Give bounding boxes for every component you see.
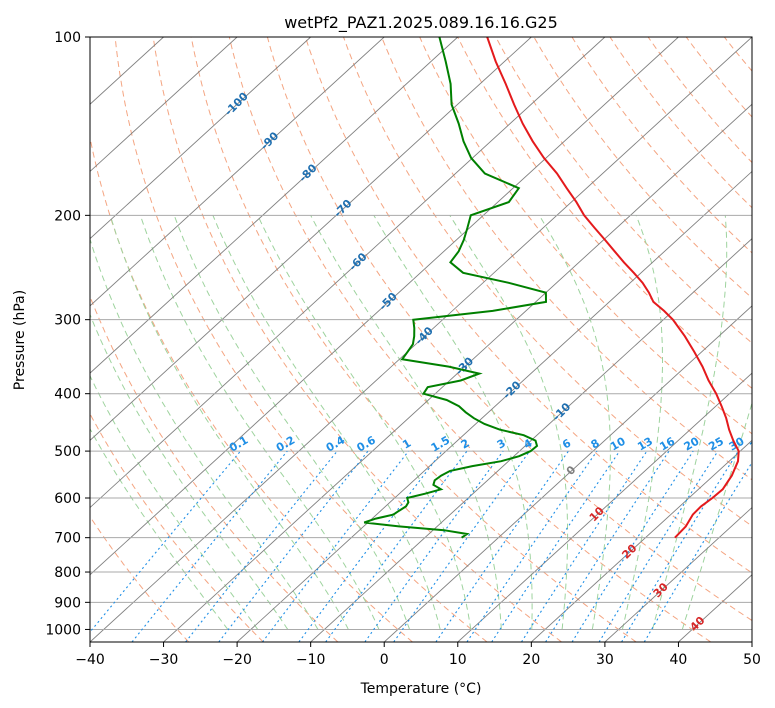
isotherm-line bbox=[163, 103, 752, 642]
isotherm-line bbox=[310, 238, 752, 642]
dry-adiabat-line bbox=[90, 135, 413, 642]
mixing-ratio-line bbox=[521, 450, 648, 642]
y-tick-label: 800 bbox=[54, 565, 81, 581]
x-axis-label: Temperature (°C) bbox=[360, 681, 482, 697]
isotherm-line bbox=[236, 170, 752, 642]
dry-adiabat-line bbox=[381, 37, 752, 481]
dry-adiabat-line bbox=[304, 37, 752, 574]
isotherm-line bbox=[383, 305, 752, 642]
y-tick-label: 400 bbox=[54, 387, 81, 403]
dry-adiabat-line bbox=[190, 37, 637, 642]
dry-adiabat-line bbox=[152, 37, 562, 642]
dry-adiabat-line bbox=[343, 37, 752, 527]
x-tick-label: −20 bbox=[222, 652, 252, 668]
mixing-ratio-line bbox=[545, 450, 670, 642]
dry-adiabat-line bbox=[533, 37, 752, 299]
y-tick-label: 900 bbox=[54, 595, 81, 611]
dry-adiabat-line bbox=[114, 37, 488, 642]
x-tick-label: 40 bbox=[670, 652, 688, 668]
mixing-ratio-label: 36 bbox=[747, 434, 767, 453]
mixing-ratio-line bbox=[262, 450, 409, 642]
x-tick-label: 10 bbox=[449, 652, 467, 668]
dry-adiabat-line bbox=[90, 412, 264, 642]
y-tick-label: 700 bbox=[54, 531, 81, 547]
mixing-ratio-line bbox=[598, 450, 719, 642]
x-tick-label: −10 bbox=[296, 652, 326, 668]
y-tick-label: 600 bbox=[54, 491, 81, 507]
isotherm-line bbox=[90, 37, 459, 374]
moist-adiabat-line bbox=[173, 215, 411, 630]
moist-adiabat-line bbox=[109, 215, 349, 630]
isotherm-line bbox=[531, 439, 752, 642]
y-tick-label: 1000 bbox=[45, 622, 81, 638]
mixing-ratio-line bbox=[364, 450, 504, 642]
x-tick-label: 20 bbox=[522, 652, 540, 668]
isotherm-line bbox=[90, 37, 606, 509]
x-tick-label: 0 bbox=[380, 652, 389, 668]
y-tick-label: 500 bbox=[54, 444, 81, 460]
mixing-ratio-line bbox=[131, 450, 288, 642]
chart-title: wetPf2_PAZ1.2025.089.16.16.G25 bbox=[284, 13, 558, 33]
plot-frame bbox=[89, 36, 753, 643]
isotherm-line bbox=[90, 37, 679, 576]
y-axis-label: Pressure (hPa) bbox=[12, 290, 28, 390]
mixing-ratio-line bbox=[621, 450, 739, 642]
mixing-ratio-line bbox=[325, 450, 468, 642]
grid-layer bbox=[90, 37, 752, 642]
ticks-layer: −40 −30 −20 −10 0 10 20 30 40 50 100 200 300 400 500 60… bbox=[45, 30, 761, 668]
y-tick-label: 100 bbox=[54, 30, 81, 46]
y-tick-label: 200 bbox=[54, 208, 81, 224]
isotherm-line bbox=[90, 37, 311, 240]
x-tick-label: −40 bbox=[75, 652, 105, 668]
mixing-ratio-line bbox=[90, 450, 241, 633]
isotherm-line bbox=[457, 372, 752, 642]
dry-adiabat-line bbox=[495, 37, 752, 344]
dewpoint-profile-line bbox=[363, 37, 548, 539]
mixing-ratio-line bbox=[393, 450, 531, 642]
dry-adiabat-line bbox=[90, 515, 190, 642]
isotherm-line bbox=[90, 37, 385, 307]
dry-adiabat-line bbox=[228, 37, 712, 642]
x-tick-label: 30 bbox=[596, 652, 614, 668]
x-tick-label: −30 bbox=[149, 652, 179, 668]
isotherm-line bbox=[90, 37, 238, 173]
isotherm-line bbox=[90, 37, 532, 441]
dry-adiabat-line bbox=[266, 37, 752, 622]
temperature-profile-line bbox=[486, 37, 740, 539]
dry-adiabat-line bbox=[90, 295, 339, 642]
x-tick-label: 50 bbox=[743, 652, 761, 668]
isotherm-line bbox=[604, 506, 752, 642]
series-layer bbox=[363, 37, 740, 539]
mixing-ratio-line bbox=[643, 461, 752, 642]
y-tick-label: 300 bbox=[54, 313, 81, 329]
isotherm-line bbox=[90, 37, 752, 642]
